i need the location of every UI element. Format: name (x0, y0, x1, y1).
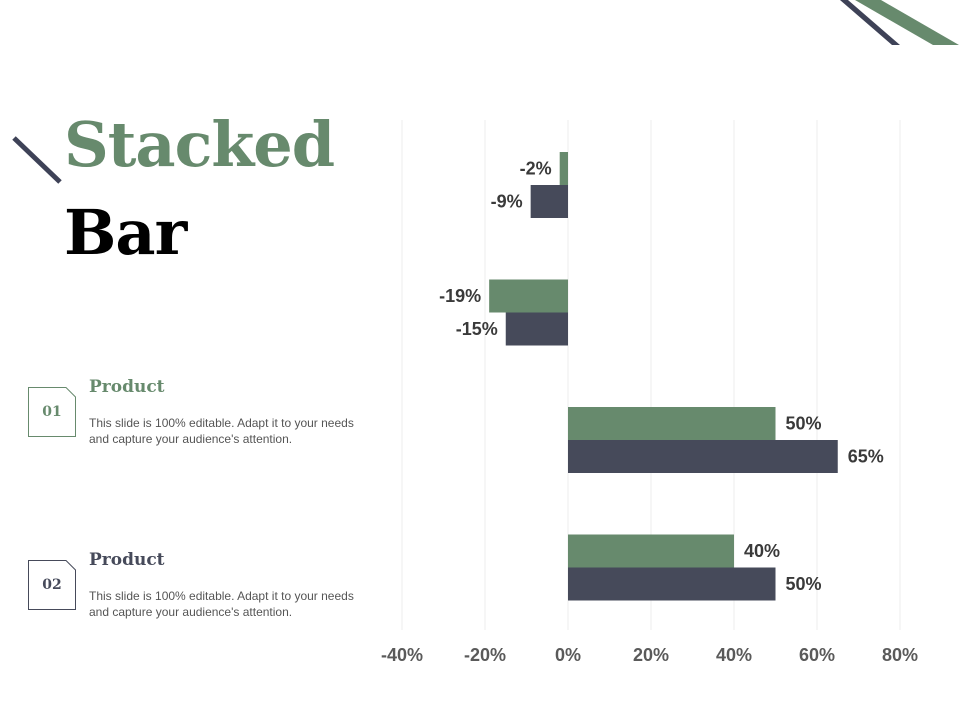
bar (568, 567, 776, 601)
stacked-bar-chart: -2% -19% 50% 40% -9% -15% 65% 50% -40% -20% 0% 20%… (381, 120, 918, 665)
bar (559, 152, 568, 185)
bar-value-label: -2% (520, 159, 552, 179)
x-tick-label: 0% (555, 645, 581, 665)
x-tick-label: 60% (799, 645, 835, 665)
corner-stripe-green (855, 0, 959, 45)
bar (568, 534, 734, 568)
bar-value-label: 50% (786, 574, 822, 594)
x-tick-label: 20% (633, 645, 669, 665)
bar (505, 312, 568, 346)
item-number: 01 (42, 404, 62, 420)
number-badge-icon (28, 387, 76, 437)
bar (568, 407, 776, 440)
x-axis-ticks: -40% -20% 0% 20% 40% 60% 80% (381, 645, 918, 665)
item-heading: Product (89, 550, 165, 570)
item-heading: Product (89, 377, 165, 397)
bar-value-label: 40% (744, 541, 780, 561)
corner-stripe-dark (840, 0, 900, 45)
bar-series (489, 152, 838, 601)
slide-title-line1: Stacked (64, 108, 335, 181)
slide-title-line2: Bar (64, 196, 187, 269)
x-tick-label: 40% (716, 645, 752, 665)
bar (568, 440, 838, 473)
title-slash-icon (12, 136, 62, 184)
x-tick-label: -40% (381, 645, 423, 665)
bar-value-label: 65% (848, 447, 884, 467)
bar-value-label: -15% (456, 319, 498, 339)
item-number: 02 (42, 577, 62, 593)
bar (489, 279, 568, 313)
bar-value-label: 50% (786, 414, 822, 434)
item-description: This slide is 100% editable. Adapt it to… (89, 589, 354, 619)
x-tick-label: -20% (464, 645, 506, 665)
bar-value-label: -19% (439, 286, 481, 306)
bar (530, 185, 568, 218)
number-badge-icon (28, 560, 76, 610)
x-tick-label: 80% (882, 645, 918, 665)
bar-value-label: -9% (491, 192, 523, 212)
data-labels: -2% -19% 50% 40% -9% -15% 65% 50% (439, 159, 884, 595)
item-description: This slide is 100% editable. Adapt it to… (89, 416, 354, 446)
corner-decoration (840, 0, 959, 45)
